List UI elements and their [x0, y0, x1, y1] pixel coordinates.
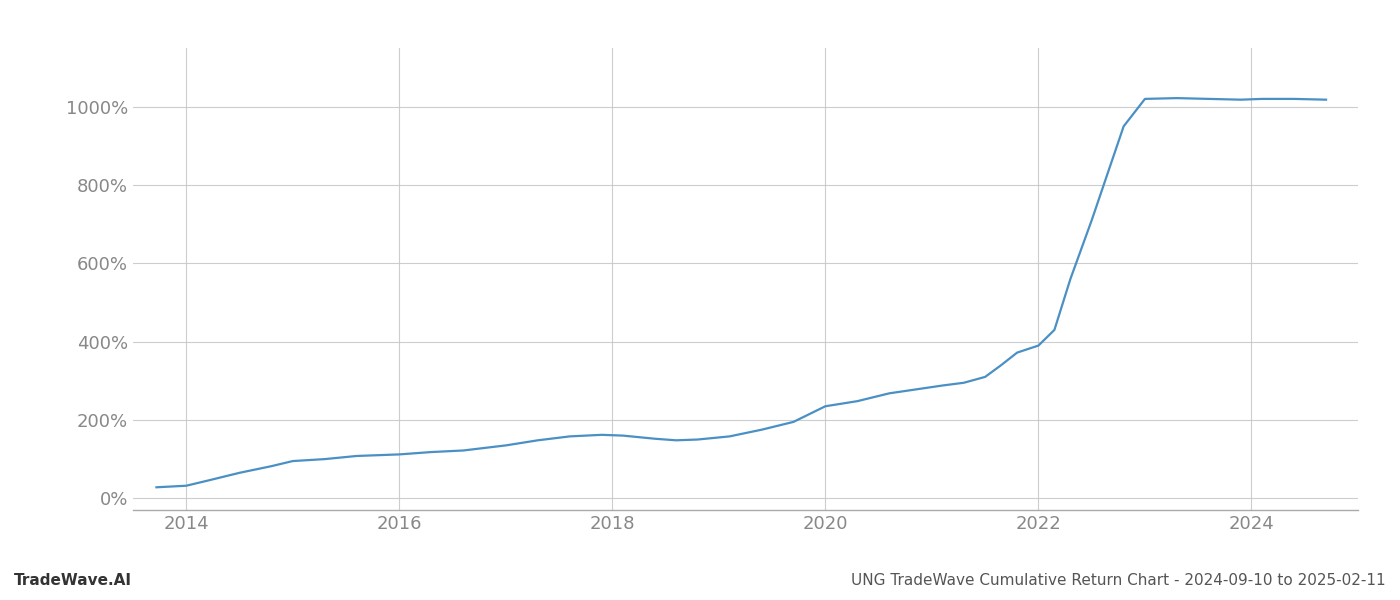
Text: TradeWave.AI: TradeWave.AI [14, 573, 132, 588]
Text: UNG TradeWave Cumulative Return Chart - 2024-09-10 to 2025-02-11: UNG TradeWave Cumulative Return Chart - … [851, 573, 1386, 588]
